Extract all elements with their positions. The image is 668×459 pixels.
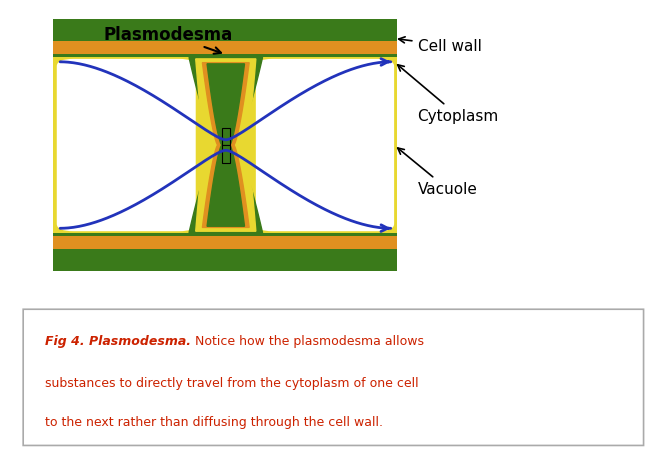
FancyBboxPatch shape (57, 60, 196, 232)
Text: to the next rather than diffusing through the cell wall.: to the next rather than diffusing throug… (45, 415, 383, 428)
Text: Vacuole: Vacuole (397, 149, 478, 197)
Text: Cytoplasm: Cytoplasm (397, 66, 499, 124)
Polygon shape (202, 63, 249, 228)
Text: Cell wall: Cell wall (399, 38, 482, 54)
Bar (53, 236, 397, 249)
Bar (53, 20, 397, 58)
Text: Notice how the plasmodesma allows: Notice how the plasmodesma allows (191, 334, 424, 347)
Bar (222, 146, 230, 163)
Text: Fig 4. Plasmodesma.: Fig 4. Plasmodesma. (45, 334, 191, 347)
FancyBboxPatch shape (256, 60, 394, 232)
Text: substances to directly travel from the cytoplasm of one cell: substances to directly travel from the c… (45, 376, 419, 389)
Polygon shape (189, 58, 263, 233)
Bar (53, 58, 397, 233)
Bar (222, 128, 230, 146)
Text: Plasmodesma: Plasmodesma (104, 26, 232, 55)
Bar (53, 42, 397, 56)
FancyBboxPatch shape (23, 309, 643, 446)
Polygon shape (196, 60, 256, 232)
Bar (53, 233, 397, 271)
Polygon shape (207, 65, 244, 227)
